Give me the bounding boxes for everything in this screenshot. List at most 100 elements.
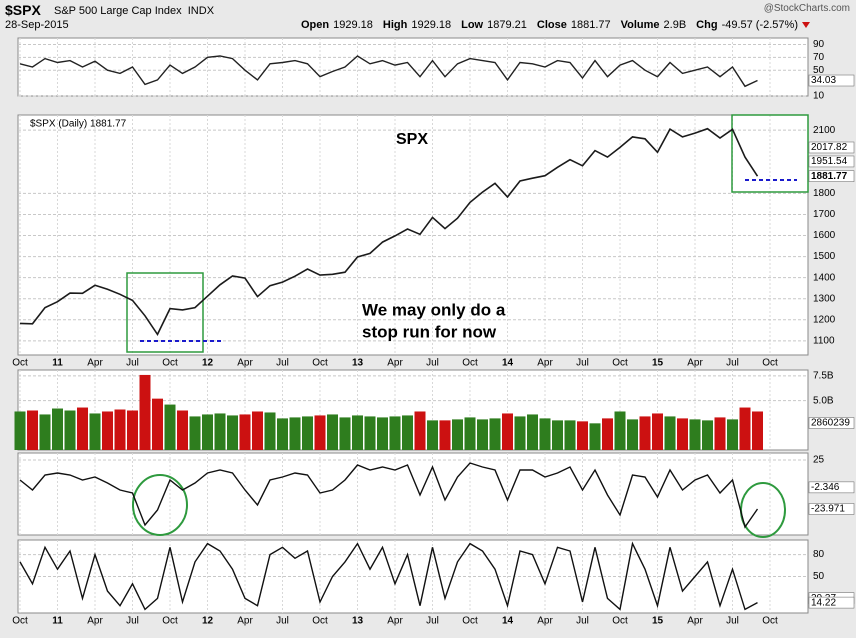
x-tick-label: Oct [312, 616, 328, 627]
volume-bar [477, 419, 488, 450]
last-value: 14.22 [811, 597, 836, 608]
annotation: We may only do a [362, 300, 506, 319]
line [19, 127, 759, 337]
y-tick-label: 5.0B [813, 395, 834, 406]
volume-bar [314, 415, 326, 450]
y-tick-label: 50 [813, 65, 825, 76]
volume-bar [702, 420, 713, 450]
x-tick-label: Apr [537, 358, 553, 369]
y-tick-label: 1700 [813, 209, 836, 220]
x-tick-label: Oct [162, 358, 178, 369]
volume-bar [64, 410, 76, 450]
volume-bar [414, 411, 426, 450]
volume-bar [202, 414, 213, 450]
stats: Open 1929.18 High 1929.18 Low 1879.21 Close 188… [295, 19, 810, 31]
volume-bar [627, 419, 638, 450]
x-tick-label: Oct [312, 358, 328, 369]
last-value: 1951.54 [811, 156, 848, 167]
volume-bar [552, 420, 563, 450]
panel [17, 114, 809, 356]
volume-bar [52, 408, 63, 450]
volume-bar [614, 411, 626, 450]
last-value: 2860239 [811, 418, 850, 429]
panel [17, 37, 809, 97]
volume-bar [589, 423, 601, 450]
value-box [808, 596, 855, 609]
volume-bar [102, 411, 113, 450]
last-value: -2.346 [811, 482, 840, 493]
stat-value: 2.9B [663, 19, 687, 31]
volume-bar [189, 416, 201, 450]
value-box [808, 481, 855, 494]
x-tick-label: Jul [276, 358, 289, 369]
volume-bar [127, 410, 138, 450]
x-tick-label: 15 [652, 616, 664, 627]
legend: $SPX (Daily) 1881.77 [30, 119, 127, 130]
line [19, 541, 758, 611]
stat-value: 1879.21 [487, 19, 527, 31]
volume-bar [289, 417, 301, 450]
stat-value: -49.57 (-2.57%) [721, 19, 798, 31]
volume-bar [602, 418, 613, 450]
x-tick-label: Apr [537, 616, 553, 627]
x-tick-label: Jul [126, 616, 139, 627]
x-tick-label: Oct [612, 358, 628, 369]
y-tick-label: 25 [813, 455, 825, 466]
highlight-circle [132, 474, 188, 536]
x-tick-label: Jul [576, 358, 589, 369]
x-tick-label: Jul [276, 616, 289, 627]
stat-value: 1929.18 [411, 19, 452, 31]
x-tick-label: 11 [52, 358, 63, 369]
x-tick-label: 13 [352, 358, 364, 369]
stat-label: Low [461, 19, 484, 31]
x-tick-label: Jul [726, 616, 739, 627]
volume-bar [139, 374, 151, 450]
volume-bar [652, 413, 663, 450]
x-tick-label: Oct [762, 616, 778, 627]
x-tick-label: Apr [237, 616, 253, 627]
volume-bar [39, 414, 51, 450]
volume-bar [14, 411, 26, 450]
x-tick-label: Apr [387, 358, 403, 369]
volume-bar [352, 415, 363, 450]
y-tick-label: 1400 [813, 272, 836, 283]
volume-bar [252, 411, 263, 450]
volume-bar [302, 416, 313, 450]
volume-bar [402, 415, 413, 450]
stat-label: Chg [696, 19, 718, 31]
value-box [808, 141, 855, 154]
volume-bar [677, 418, 688, 450]
y-tick-label: 1800 [813, 188, 836, 199]
down-arrow [802, 22, 810, 28]
x-tick-label: 12 [202, 358, 214, 369]
volume-bar [164, 404, 176, 450]
volume-bar [527, 414, 538, 450]
x-tick-label: Apr [87, 616, 103, 627]
stat-label: High [382, 19, 408, 31]
index-name: S&P 500 Large Cap Index INDX [54, 5, 214, 17]
highlight-box [126, 272, 204, 353]
annotation: stop run for now [362, 322, 497, 341]
last-value: 2017.82 [811, 142, 848, 153]
x-tick-label: Apr [87, 358, 103, 369]
y-tick-label: 7.5B [813, 371, 834, 382]
y-tick-label: 1600 [813, 230, 836, 241]
volume-bar [364, 416, 376, 450]
symbol: $SPX [5, 2, 41, 18]
x-tick-label: 14 [502, 358, 514, 369]
x-tick-label: 14 [502, 616, 514, 627]
stat-value: 1929.18 [333, 19, 373, 31]
last-value: -23.971 [811, 504, 845, 515]
last-value: 1881.77 [811, 171, 848, 182]
header: $SPX S&P 500 Large Cap Index INDX 28-Sep… [0, 0, 856, 34]
x-tick-label: Oct [762, 358, 778, 369]
volume-bar [227, 415, 238, 450]
x-tick-label: 13 [352, 616, 364, 627]
volume-bar [377, 417, 388, 450]
value-box [808, 155, 855, 168]
volume-bar [664, 416, 676, 450]
volume-bar [439, 420, 451, 450]
stat-value: 1881.77 [570, 19, 611, 31]
volume-bar [689, 419, 701, 450]
